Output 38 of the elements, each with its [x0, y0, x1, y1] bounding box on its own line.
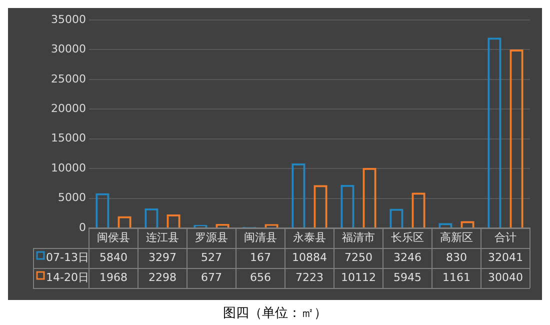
- data-label: 1161: [442, 270, 470, 284]
- x-tick-label: 闽侯县: [96, 230, 130, 244]
- data-label: 7223: [295, 270, 324, 284]
- y-tick-label: 5000: [58, 191, 86, 204]
- data-label: 2298: [148, 270, 176, 284]
- y-tick-label: 0: [78, 220, 86, 234]
- data-label: 656: [250, 270, 271, 284]
- data-label: 527: [200, 250, 222, 264]
- x-tick-label: 连江县: [146, 230, 179, 244]
- data-label: 10884: [292, 250, 327, 264]
- data-label: 7250: [344, 250, 372, 264]
- y-tick-label: 10000: [50, 161, 86, 174]
- data-label: 3297: [148, 250, 176, 264]
- x-tick-label: 福清市: [342, 230, 375, 244]
- x-tick-label: 永泰县: [292, 230, 326, 244]
- data-label: 5945: [394, 270, 422, 284]
- data-label: 5840: [99, 250, 128, 264]
- x-tick-label: 合计: [494, 230, 516, 244]
- y-tick-label: 25000: [50, 72, 86, 86]
- y-tick-label: 35000: [50, 12, 86, 26]
- y-tick-label: 20000: [50, 102, 86, 115]
- x-tick-label: 罗源县: [194, 230, 228, 244]
- data-label: 1968: [99, 270, 128, 284]
- x-tick-label: 长乐区: [391, 230, 424, 244]
- x-tick-label: 高新区: [440, 230, 473, 244]
- y-tick-label: 30000: [50, 42, 86, 56]
- x-tick-label: 闽清县: [244, 230, 277, 244]
- data-label: 30040: [488, 270, 523, 284]
- legend-label: 14-20日: [46, 270, 89, 284]
- legend-label: 07-13日: [46, 250, 89, 264]
- data-label: 10112: [340, 270, 376, 284]
- data-label: 830: [446, 250, 467, 264]
- data-label: 167: [250, 250, 271, 264]
- y-tick-label: 15000: [50, 132, 86, 145]
- data-label: 32041: [488, 250, 523, 264]
- text: 图四（单位：㎡）: [222, 305, 328, 322]
- data-label: 677: [200, 270, 222, 284]
- data-label: 3246: [394, 250, 422, 264]
